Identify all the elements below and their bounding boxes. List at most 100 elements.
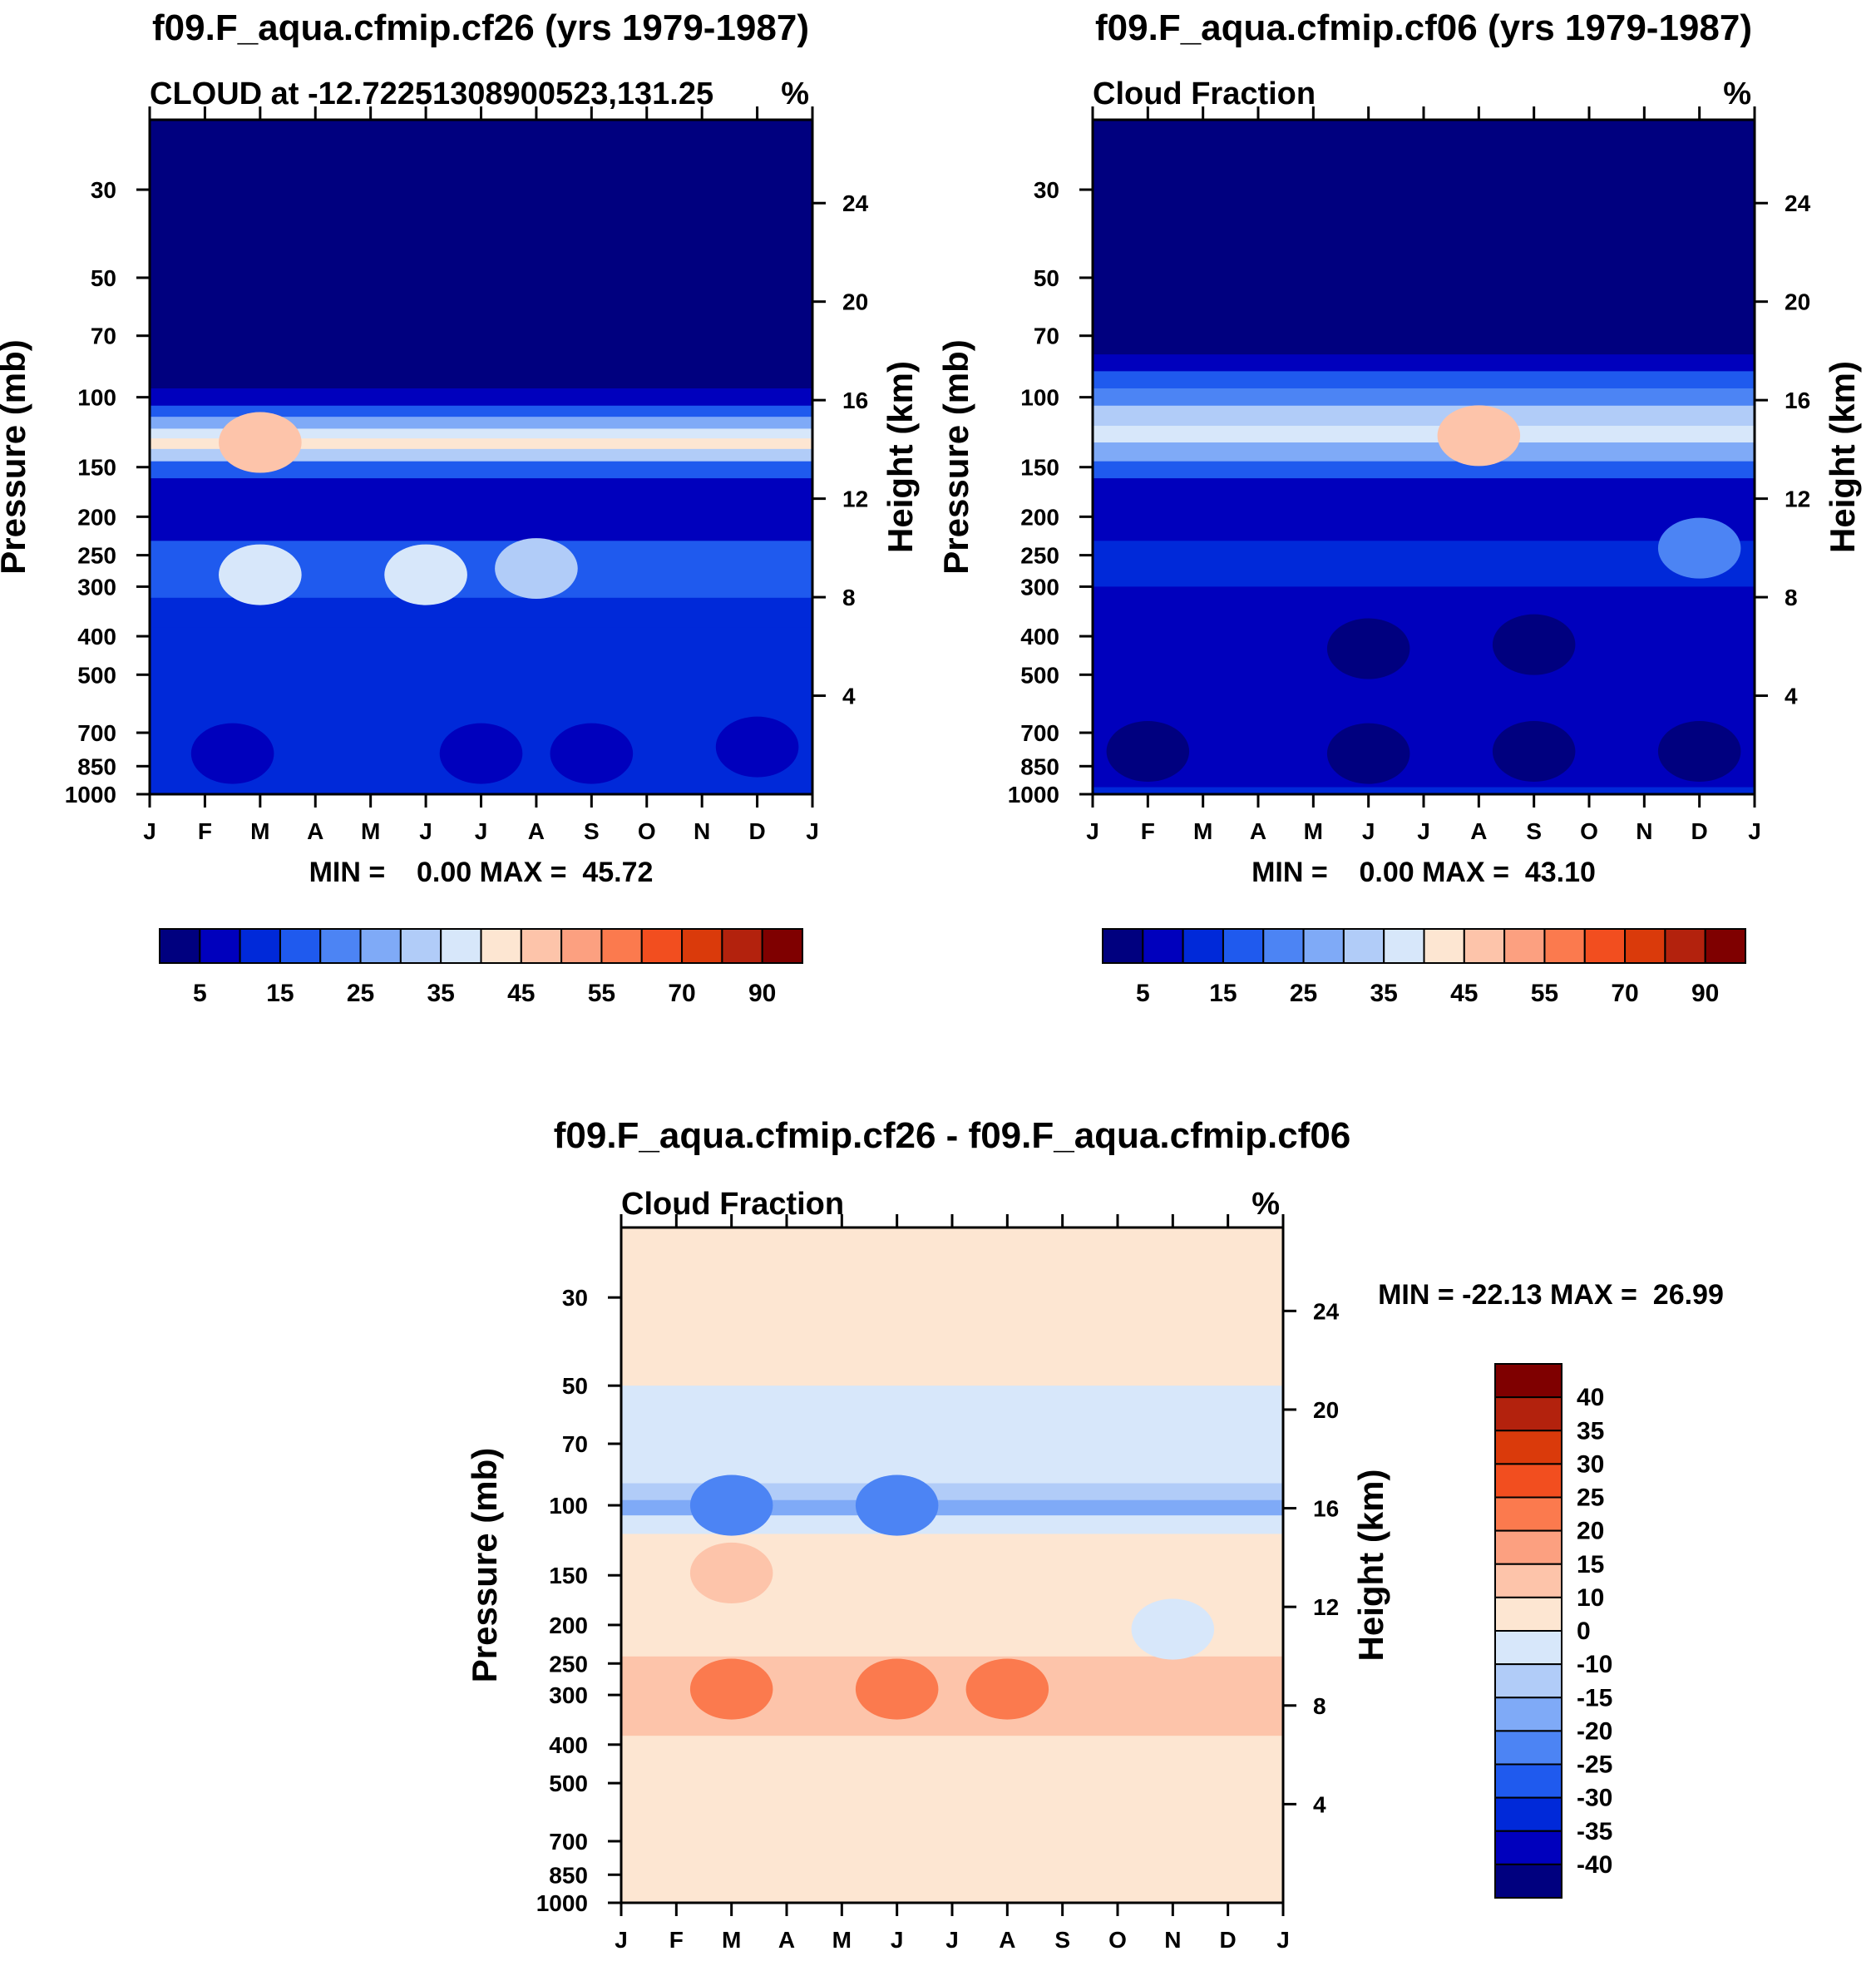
colorbar-swatch xyxy=(1423,928,1465,964)
x-tick-label: J xyxy=(1417,818,1430,844)
y-tick-label: 250 xyxy=(1020,543,1059,569)
y-tick-label: 850 xyxy=(77,753,116,779)
x-tick-label: J xyxy=(1276,1927,1290,1953)
y-tick-label: 70 xyxy=(562,1431,588,1457)
colorbar-swatch xyxy=(1583,928,1627,964)
y-tick-label: 700 xyxy=(549,1829,588,1855)
contour-band xyxy=(1093,120,1755,355)
y-right-axis-title: Height (km) xyxy=(881,361,920,553)
contour-band xyxy=(150,388,812,407)
contour-band xyxy=(1093,461,1755,479)
contour-feature xyxy=(855,1474,939,1536)
colorbar-swatch xyxy=(1342,928,1385,964)
y-tick-label: 150 xyxy=(1020,455,1059,481)
contour-feature xyxy=(190,723,274,784)
contour-band xyxy=(621,1483,1283,1501)
y-tick-label: 50 xyxy=(1034,265,1059,291)
x-tick-label: J xyxy=(615,1927,628,1953)
y-right-tick-label: 16 xyxy=(1785,388,1810,413)
contour-feature xyxy=(384,544,467,605)
x-tick-label: J xyxy=(1362,818,1375,844)
y-right-tick-label: 8 xyxy=(1785,585,1798,610)
y-tick-label: 850 xyxy=(1020,753,1059,779)
contour-feature xyxy=(1437,405,1521,467)
min-max-stats: MIN = -22.13 MAX = 26.99 xyxy=(1378,1279,1724,1311)
contour-band xyxy=(1093,541,1755,587)
colorbar-swatch xyxy=(1494,1863,1563,1899)
y-right-tick-label: 24 xyxy=(1785,190,1811,216)
colorbar-label: -35 xyxy=(1577,1818,1612,1845)
x-tick-label: N xyxy=(1164,1927,1181,1953)
y-tick-label: 150 xyxy=(549,1563,588,1588)
x-tick-label: M xyxy=(832,1927,852,1953)
x-tick-label: M xyxy=(1193,818,1212,844)
x-tick-label: O xyxy=(1108,1927,1127,1953)
y-right-axis-title: Height (km) xyxy=(1351,1470,1390,1662)
colorbar-swatch xyxy=(1494,1630,1563,1666)
colorbar-swatch xyxy=(1463,928,1506,964)
contour-feature xyxy=(1131,1598,1215,1660)
colorbar-label: 15 xyxy=(1577,1551,1604,1578)
y-right-tick-label: 20 xyxy=(1785,289,1810,315)
colorbar-label: 45 xyxy=(507,980,535,1007)
contour-feature xyxy=(219,544,302,605)
y-tick-label: 200 xyxy=(77,504,116,530)
y-tick-label: 1000 xyxy=(1008,782,1059,808)
x-tick-label: A xyxy=(528,818,545,844)
contour-band xyxy=(621,1736,1283,1903)
contour-band xyxy=(1093,388,1755,407)
colorbar-label: -20 xyxy=(1577,1717,1612,1745)
colorbar-swatch xyxy=(1142,928,1184,964)
contour-band xyxy=(150,120,812,389)
colorbar-label: 10 xyxy=(1577,1584,1604,1612)
chart-panel-2: f09.F_aqua.cfmip.cf06 (yrs 1979-1987) Clo… xyxy=(936,7,1862,1007)
x-tick-label: A xyxy=(1470,818,1487,844)
colorbar-swatch xyxy=(159,928,201,964)
colorbar-swatch xyxy=(1543,928,1586,964)
y-right-tick-label: 4 xyxy=(842,684,856,709)
colorbar-swatch xyxy=(440,928,482,964)
colorbar-swatch xyxy=(600,928,643,964)
colorbar-swatch xyxy=(1494,1730,1563,1766)
contour-band xyxy=(150,428,812,439)
colorbar-swatch xyxy=(1494,1529,1563,1565)
colorbar-label: 25 xyxy=(1290,980,1317,1007)
y-tick-label: 700 xyxy=(1020,720,1059,746)
colorbar-swatch xyxy=(1222,928,1265,964)
x-tick-label: A xyxy=(778,1927,795,1953)
y-tick-label: 1000 xyxy=(65,782,116,808)
y-tick-label: 150 xyxy=(77,455,116,481)
x-tick-label: D xyxy=(748,818,765,844)
colorbar-swatch xyxy=(319,928,362,964)
x-tick-label: J xyxy=(143,818,156,844)
colorbar-label: 5 xyxy=(1136,980,1150,1007)
colorbar-swatch xyxy=(359,928,402,964)
colorbar-label: 55 xyxy=(1531,980,1558,1007)
x-tick-label: J xyxy=(1748,818,1761,844)
contour-feature xyxy=(1492,720,1576,782)
colorbar-label: 90 xyxy=(1691,980,1719,1007)
colorbar: 40 35 30 25 20 15 10 0 -10 -15 -20 -25 -30 -35 -40 xyxy=(1494,1363,1612,1899)
colorbar-swatch xyxy=(761,928,803,964)
colorbar-swatch xyxy=(1494,1430,1563,1465)
contour-band xyxy=(1093,425,1755,443)
contour-feature xyxy=(1106,720,1190,782)
y-right-tick-label: 24 xyxy=(1313,1298,1340,1324)
y-right-tick-label: 24 xyxy=(842,190,869,216)
y-tick-label: 50 xyxy=(91,265,116,291)
x-tick-label: F xyxy=(198,818,212,844)
x-tick-label: O xyxy=(1580,818,1598,844)
colorbar-swatch xyxy=(721,928,763,964)
plot-area xyxy=(621,1227,1283,1903)
colorbar-swatch xyxy=(199,928,241,964)
chart-title: f09.F_aqua.cfmip.cf06 (yrs 1979-1987) xyxy=(1095,7,1752,48)
x-tick-label: S xyxy=(1526,818,1542,844)
colorbar-label: 40 xyxy=(1577,1384,1604,1411)
x-tick-label: M xyxy=(722,1927,741,1953)
contour-band xyxy=(1093,442,1755,462)
contour-band xyxy=(1093,478,1755,541)
contour-feature xyxy=(1657,517,1741,579)
y-tick-label: 500 xyxy=(549,1771,588,1796)
colorbar-swatch xyxy=(1494,1596,1563,1632)
